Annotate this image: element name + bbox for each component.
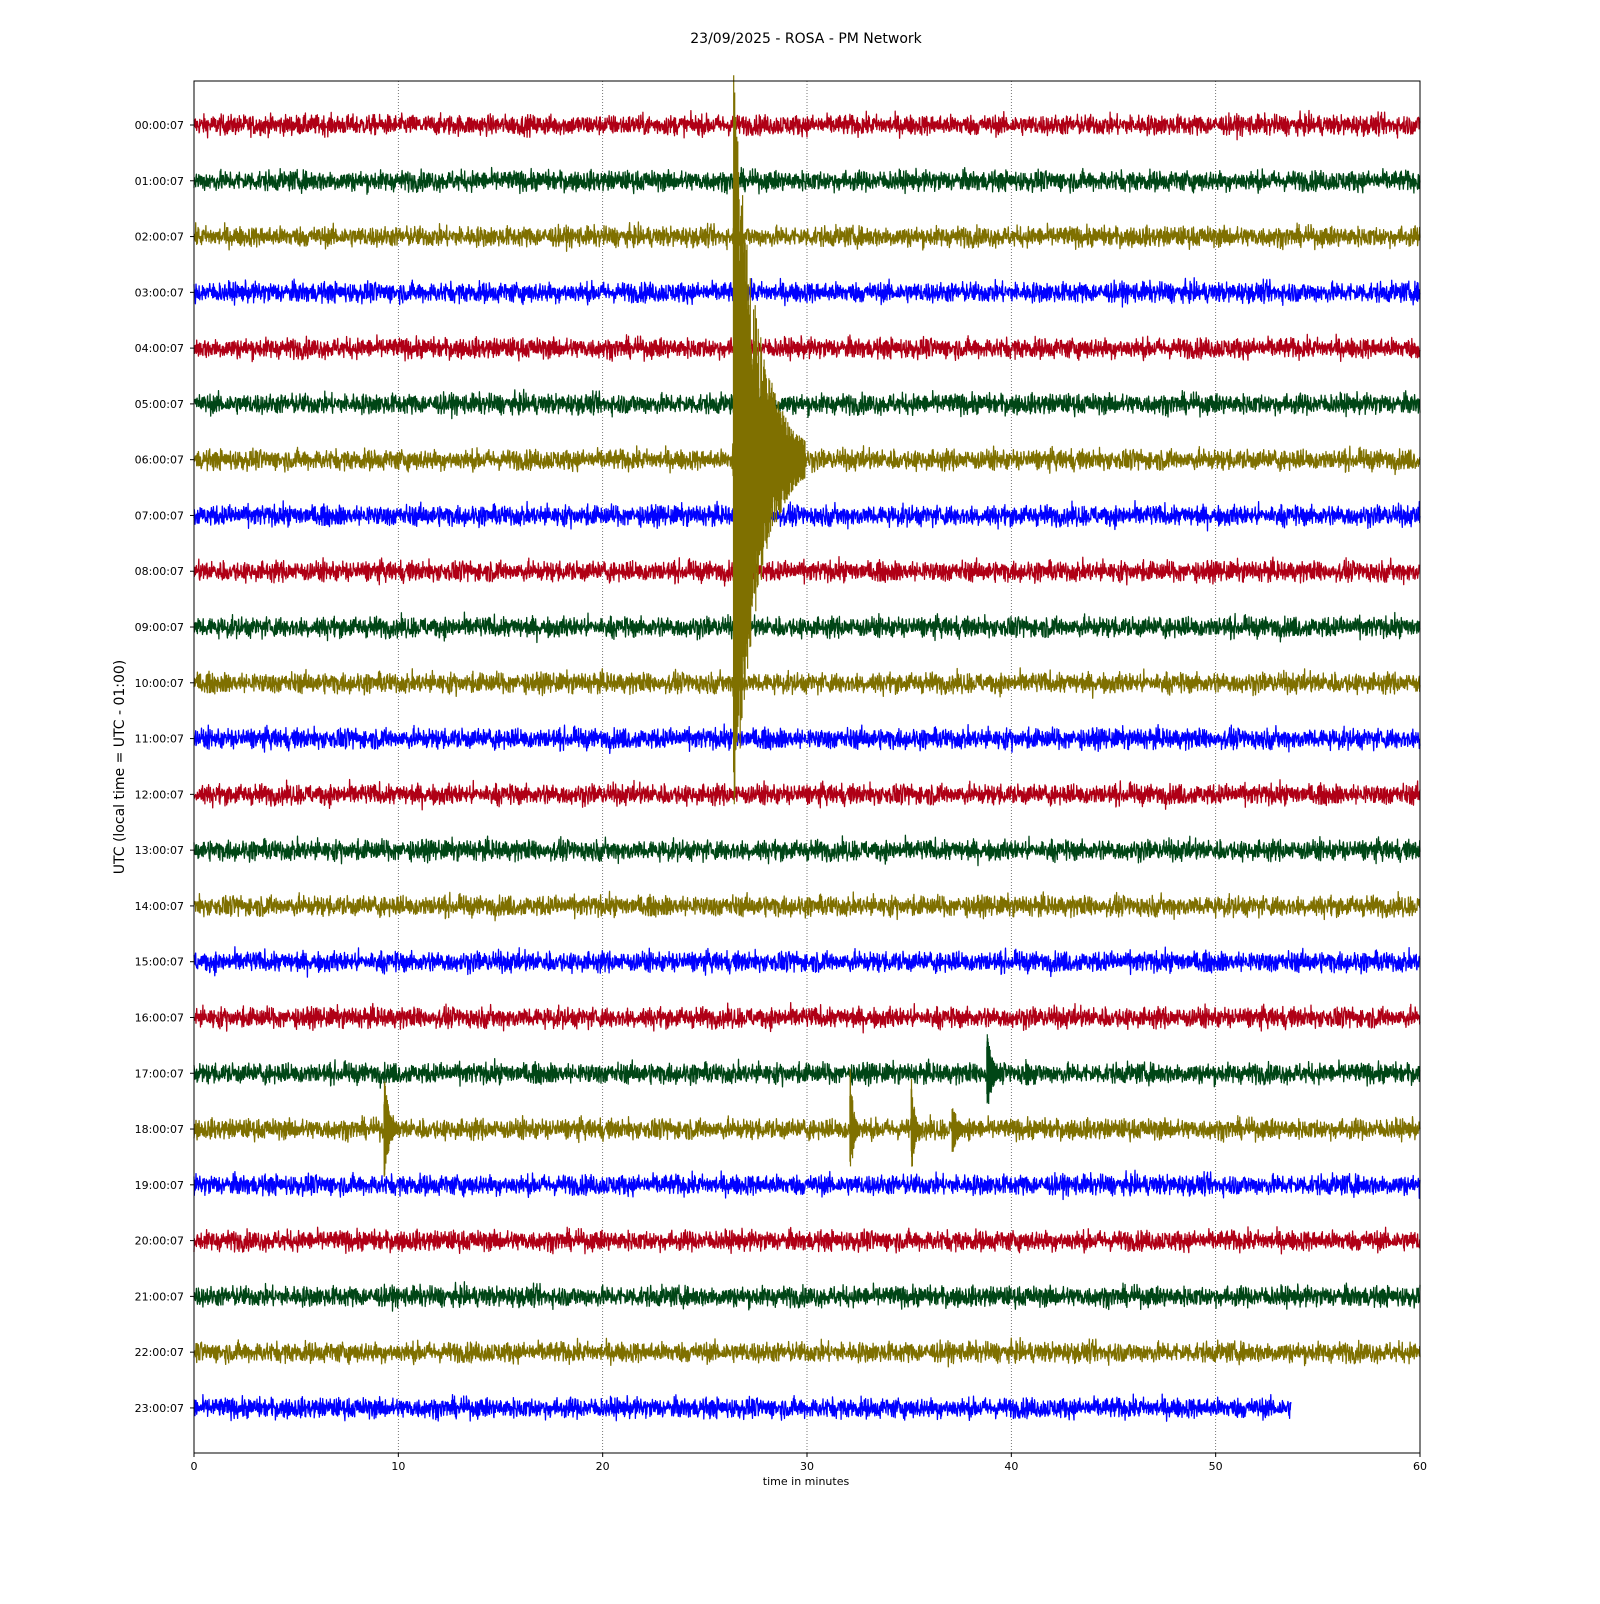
- trace-line-09-00-07: [193, 611, 1421, 644]
- y-tick-label: 21:00:07: [135, 1290, 184, 1303]
- trace-line-06-00-07: [193, 425, 1421, 493]
- y-tick-label: 12:00:07: [135, 788, 184, 801]
- y-tick-label: 18:00:07: [135, 1123, 184, 1136]
- x-axis-label: time in minutes: [763, 1475, 850, 1488]
- seismic-event-burst: [732, 75, 806, 805]
- y-tick-label: 06:00:07: [135, 454, 184, 467]
- trace-line-23-00-07: [193, 1393, 1292, 1422]
- trace-line-19-00-07: [193, 1169, 1421, 1201]
- y-tick-label: 15:00:07: [135, 956, 184, 969]
- seismic-event-burst: [986, 1034, 1004, 1105]
- x-tick-label: 40: [1004, 1460, 1018, 1473]
- seismic-event-burst: [910, 1078, 922, 1167]
- x-tick-label: 30: [800, 1460, 814, 1473]
- x-tick-layer: 0 10 20 30 40 50 60: [191, 1453, 1427, 1473]
- y-tick-label: 17:00:07: [135, 1067, 184, 1080]
- y-tick-label: 10:00:07: [135, 677, 184, 690]
- trace-line-12-00-07: [193, 778, 1421, 811]
- x-tick-label: 0: [191, 1460, 198, 1473]
- y-tick-label: 14:00:07: [135, 900, 184, 913]
- trace-line-15-00-07: [193, 946, 1421, 978]
- y-tick-layer: 00:00:07 01:00:07 02:00:07 03:00:07 04:00:07…: [135, 119, 194, 1415]
- trace-line-22-00-07: [193, 1336, 1421, 1368]
- trace-line-01-00-07: [193, 166, 1421, 195]
- seismic-event-burst: [951, 1108, 972, 1152]
- seismic-event-burst: [849, 1068, 861, 1167]
- trace-layer: [193, 75, 1421, 1422]
- trace-line-03-00-07: [193, 277, 1421, 308]
- trace-line-02-00-07: [193, 221, 1421, 252]
- x-tick-label: 60: [1413, 1460, 1427, 1473]
- y-tick-label: 05:00:07: [135, 398, 184, 411]
- trace-line-05-00-07: [193, 388, 1421, 420]
- x-tick-label: 10: [391, 1460, 405, 1473]
- y-axis-label: UTC (local time = UTC - 01:00): [112, 660, 128, 875]
- trace-line-17-00-07: [193, 1058, 1421, 1089]
- y-tick-label: 11:00:07: [135, 733, 184, 746]
- trace-line-00-00-07: [193, 109, 1421, 141]
- trace-line-13-00-07: [193, 834, 1421, 867]
- trace-line-14-00-07: [193, 890, 1421, 922]
- trace-line-07-00-07: [193, 499, 1421, 532]
- trace-line-08-00-07: [193, 556, 1421, 587]
- y-tick-label: 02:00:07: [135, 231, 184, 244]
- trace-line-18-00-07: [193, 1114, 1421, 1144]
- y-tick-label: 09:00:07: [135, 621, 184, 634]
- grid-layer: [397, 81, 1217, 1453]
- trace-line-04-00-07: [193, 333, 1421, 363]
- trace-line-21-00-07: [193, 1281, 1421, 1312]
- trace-line-11-00-07: [193, 723, 1421, 755]
- y-tick-label: 08:00:07: [135, 565, 184, 578]
- trace-line-10-00-07: [193, 667, 1421, 699]
- seismic-event-burst: [1025, 1058, 1037, 1086]
- y-tick-label: 01:00:07: [135, 175, 184, 188]
- y-tick-label: 23:00:07: [135, 1402, 184, 1415]
- x-tick-label: 50: [1209, 1460, 1223, 1473]
- chart-title: 23/09/2025 - ROSA - PM Network: [690, 31, 922, 47]
- y-tick-label: 07:00:07: [135, 509, 184, 522]
- y-tick-label: 16:00:07: [135, 1011, 184, 1024]
- y-tick-label: 22:00:07: [135, 1346, 184, 1359]
- seismic-event-burst: [383, 1081, 401, 1177]
- y-tick-label: 19:00:07: [135, 1179, 184, 1192]
- trace-line-20-00-07: [193, 1226, 1421, 1255]
- x-tick-label: 20: [596, 1460, 610, 1473]
- y-tick-label: 20:00:07: [135, 1235, 184, 1248]
- trace-line-16-00-07: [193, 1001, 1421, 1034]
- y-tick-label: 00:00:07: [135, 119, 184, 132]
- y-tick-label: 13:00:07: [135, 844, 184, 857]
- y-tick-label: 04:00:07: [135, 342, 184, 355]
- y-tick-label: 03:00:07: [135, 286, 184, 299]
